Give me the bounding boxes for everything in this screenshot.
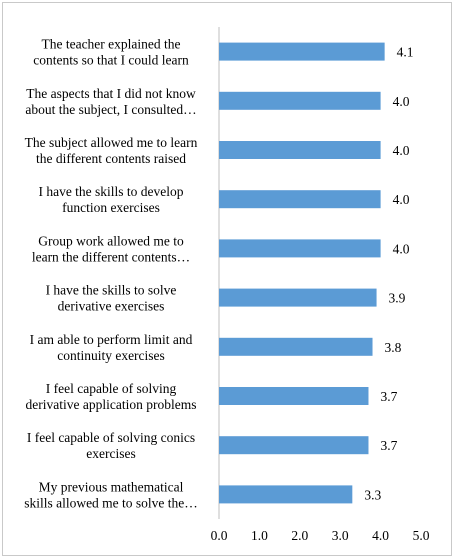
data-label: 3.8	[385, 340, 402, 355]
data-label: 3.9	[389, 291, 406, 306]
category-label: skills allowed me to solve the…	[24, 495, 198, 510]
x-tick-label: 2.0	[291, 528, 308, 543]
category-label: I am able to perform limit and	[30, 332, 193, 347]
data-label: 3.7	[380, 438, 397, 453]
chart-frame: 4.1 The teacher explained the contents so …	[2, 2, 452, 556]
category-label: The teacher explained the	[41, 37, 180, 52]
bar	[219, 141, 381, 159]
bar	[219, 337, 373, 356]
bar	[219, 436, 369, 455]
x-tick-label: 1.0	[251, 528, 268, 543]
x-tick-label: 3.0	[332, 528, 349, 543]
bar	[219, 91, 381, 110]
category-label: The subject allowed me to learn	[25, 135, 198, 150]
category-label: exercises	[86, 446, 135, 461]
data-label: 4.0	[393, 192, 410, 207]
category-label: derivative application problems	[26, 397, 197, 412]
category-label: I feel capable of solving conics	[27, 430, 195, 445]
category-label: I feel capable of solving	[46, 381, 177, 396]
category-label: the different contents raised	[36, 151, 186, 166]
category-label: function exercises	[62, 200, 160, 215]
category-label: The aspects that I did not know	[26, 86, 196, 101]
category-label: learn the different contents…	[32, 249, 190, 264]
bar	[219, 485, 353, 504]
x-tick-label: 5.0	[413, 528, 430, 543]
data-label: 4.0	[393, 241, 410, 256]
category-label: contents so that I could learn	[33, 53, 189, 68]
bar	[219, 288, 377, 307]
category-label: derivative exercises	[58, 299, 165, 314]
data-label: 3.7	[380, 389, 397, 404]
category-label: I have the skills to solve	[46, 283, 177, 298]
data-label: 4.1	[397, 45, 414, 60]
category-label: about the subject, I consulted…	[25, 102, 196, 117]
data-label: 3.3	[364, 487, 381, 502]
x-tick-label: 0.0	[211, 528, 228, 543]
category-label: I have the skills to develop	[38, 184, 183, 199]
category-label: Group work allowed me to	[38, 233, 184, 248]
bar	[219, 387, 369, 405]
bar	[219, 190, 381, 209]
x-tick-label: 4.0	[372, 528, 389, 543]
bar	[219, 239, 381, 258]
data-label: 4.0	[393, 94, 410, 109]
bar	[219, 42, 385, 61]
category-label: continuity exercises	[57, 348, 165, 363]
category-label: My previous mathematical	[39, 479, 184, 494]
data-label: 4.0	[393, 143, 410, 158]
